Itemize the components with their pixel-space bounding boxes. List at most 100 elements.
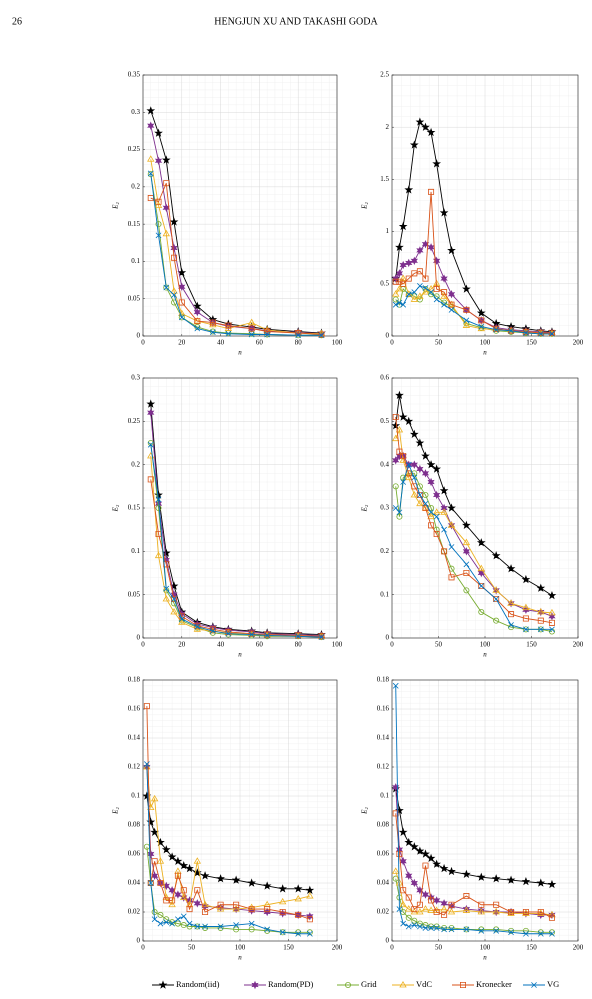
marker xyxy=(202,923,208,930)
y-tick-label: 1.5 xyxy=(380,175,389,183)
marker xyxy=(175,916,181,923)
marker xyxy=(439,863,449,873)
marker xyxy=(192,868,202,877)
marker xyxy=(433,256,441,266)
marker xyxy=(217,901,224,908)
marker xyxy=(547,879,557,889)
marker xyxy=(448,901,455,908)
marker xyxy=(432,159,441,168)
marker xyxy=(427,285,435,292)
marker xyxy=(179,861,189,870)
marker xyxy=(400,474,407,481)
marker xyxy=(447,907,456,915)
plot-frame xyxy=(391,679,579,942)
marker xyxy=(392,296,399,303)
y-tick-label: 0.12 xyxy=(128,763,141,771)
marker xyxy=(439,208,449,217)
y-axis-label: E₂ xyxy=(112,504,120,512)
marker xyxy=(147,880,154,886)
marker xyxy=(400,453,407,459)
marker xyxy=(426,853,436,863)
marker xyxy=(422,500,429,507)
x-tick-label: 0 xyxy=(141,641,145,649)
marker xyxy=(422,862,429,869)
marker xyxy=(462,520,471,530)
marker xyxy=(225,330,232,337)
marker xyxy=(463,306,470,313)
marker xyxy=(404,185,414,194)
marker xyxy=(421,890,430,899)
marker xyxy=(409,429,419,439)
y-tick-label: 0.16 xyxy=(128,705,141,713)
y-tick-label: 0.15 xyxy=(128,504,141,512)
marker xyxy=(421,451,430,460)
marker xyxy=(417,492,423,498)
marker xyxy=(416,292,424,299)
legend-label: Random(PD) xyxy=(268,979,314,989)
marker xyxy=(537,909,544,915)
marker xyxy=(463,317,470,324)
marker xyxy=(441,924,448,931)
marker xyxy=(478,901,485,908)
marker xyxy=(522,603,530,611)
legend-label: Kronecker xyxy=(476,979,512,989)
marker xyxy=(477,564,485,572)
marker xyxy=(295,911,302,918)
y-tick-label: 0.2 xyxy=(380,547,389,555)
marker xyxy=(391,421,401,430)
marker xyxy=(415,117,425,126)
marker xyxy=(293,884,303,893)
marker xyxy=(410,460,418,469)
marker xyxy=(404,837,414,847)
marker xyxy=(155,504,162,511)
series-line xyxy=(150,412,322,636)
legend-label: VdC xyxy=(416,979,432,989)
marker xyxy=(248,926,255,933)
marker xyxy=(171,292,177,298)
marker xyxy=(447,866,456,876)
marker xyxy=(521,876,531,886)
marker xyxy=(264,926,271,933)
marker xyxy=(399,900,407,908)
y-tick-label: 0.16 xyxy=(377,705,390,713)
marker xyxy=(537,617,544,624)
marker xyxy=(180,922,187,929)
legend-marker xyxy=(531,982,537,988)
marker xyxy=(416,268,423,275)
marker xyxy=(411,917,418,924)
marker xyxy=(170,243,178,253)
marker xyxy=(396,509,403,516)
y-tick-label: 0 xyxy=(137,937,141,945)
marker xyxy=(448,544,455,550)
marker xyxy=(537,331,544,337)
marker xyxy=(491,874,501,883)
marker xyxy=(194,623,201,630)
marker xyxy=(507,599,515,606)
marker xyxy=(392,456,400,465)
marker xyxy=(521,574,531,584)
marker xyxy=(178,314,185,321)
y-tick-label: 0.35 xyxy=(128,71,141,79)
marker xyxy=(178,616,185,622)
marker xyxy=(180,887,187,894)
y-tick-label: 0.1 xyxy=(380,792,389,800)
marker xyxy=(478,323,485,330)
series-line xyxy=(150,444,322,638)
marker xyxy=(462,284,471,293)
x-tick-label: 200 xyxy=(573,944,584,952)
y-tick-label: 0.3 xyxy=(380,504,389,512)
marker xyxy=(523,329,529,336)
series-line xyxy=(150,403,322,635)
marker xyxy=(154,156,163,165)
marker xyxy=(508,909,515,915)
x-tick-label: 0 xyxy=(141,339,145,347)
x-tick-label: 150 xyxy=(526,944,537,952)
marker xyxy=(448,307,455,313)
marker xyxy=(209,320,217,328)
plot-frame xyxy=(391,377,579,639)
marker xyxy=(392,867,400,874)
marker xyxy=(217,923,224,930)
y-tick-label: 0.25 xyxy=(128,417,141,425)
marker xyxy=(392,414,399,420)
x-tick-label: 80 xyxy=(295,339,303,347)
